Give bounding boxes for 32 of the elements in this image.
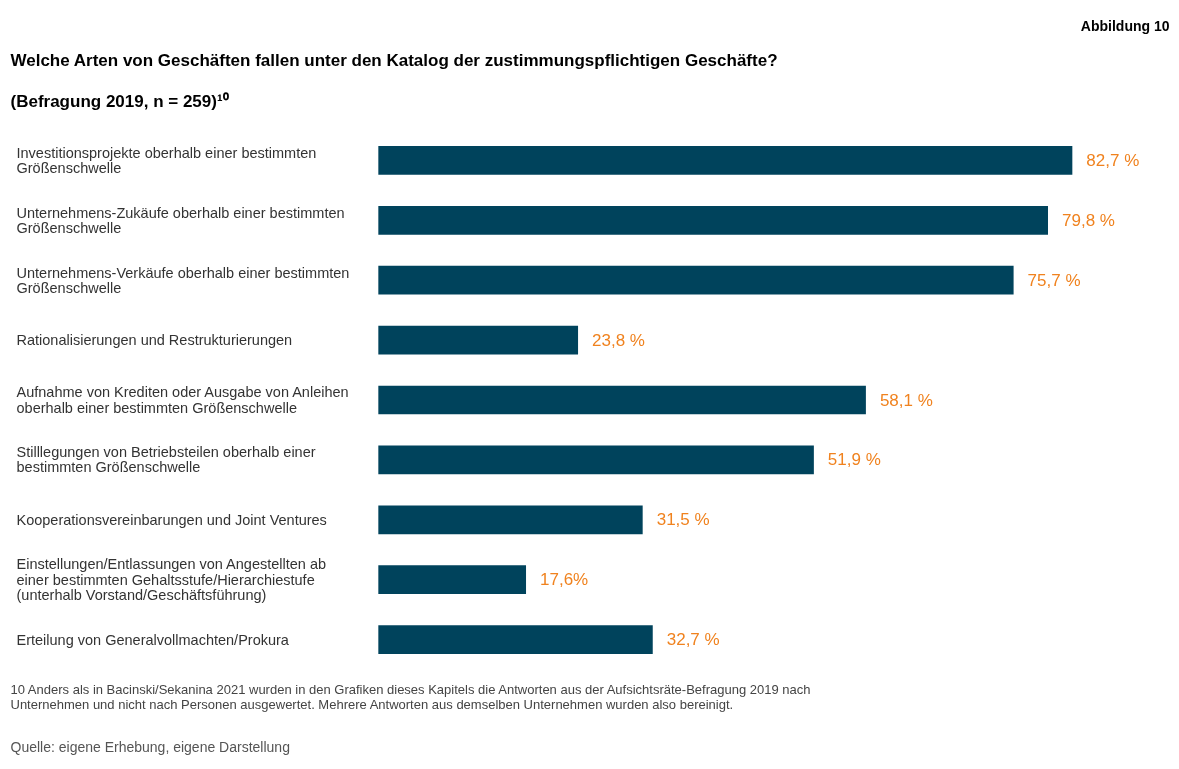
- y-tick-label: Investitionsprojekte oberhalb einer bestimmten Größenschwelle: [16, 144, 317, 177]
- chart-title: Welche Arten von Geschäften fallen unter den Katalog der zustimmungspflichtigen Geschäfte?: [10, 50, 778, 70]
- bar: [378, 265, 1014, 295]
- y-tick-label: Stilllegungen von Betriebsteilen oberhalb einer bestimmten Größenschwelle: [16, 444, 316, 476]
- text: 10 Anders als in Bacinski/Sekanina 2021 wurden in den Grafiken dieses Kapitels die Antworten aus der Aufsichtsräte-Befragung 2019 nach Unternehmen und nicht nach Personen ausgewertet. Mehrere Antworten aus demselben Unternehmen wurden also bereinigt.: [10, 681, 811, 712]
- data-label: 51,9 %: [827, 450, 881, 470]
- text: (Befragung 2019, n = 259)¹⁰: [10, 91, 229, 111]
- data-label: 32,7 %: [666, 630, 720, 650]
- bar: [378, 385, 866, 415]
- data-label: 17,6%: [540, 570, 589, 590]
- y-tick-label: Kooperationsvereinbarungen und Joint Ventures: [16, 511, 327, 528]
- y-tick-label: Aufnahme von Krediten oder Ausgabe von Anleihen oberhalb einer bestimmten Größenschwelle: [16, 384, 349, 416]
- bar: [378, 505, 643, 535]
- y-tick-label: Rationalisierungen und Restrukturierungen: [16, 332, 293, 349]
- data-label: 31,5 %: [656, 510, 710, 530]
- bar: [378, 445, 814, 475]
- y-tick-label: Unternehmens-Zukäufe oberhalb einer bestimmten Größenschwelle: [16, 204, 345, 236]
- bar: [378, 625, 653, 654]
- y-tick-label: Unternehmens-Verkäufe oberhalb einer bestimmten Größenschwelle: [16, 264, 350, 296]
- data-label: 75,7 %: [1027, 270, 1081, 290]
- y-tick-label: Erteilung von Generalvollmachten/Prokura: [16, 631, 290, 648]
- data-label: 79,8 %: [1062, 210, 1115, 230]
- data-label: 82,7 %: [1086, 150, 1140, 170]
- text: Abbildung 10: [1080, 17, 1170, 34]
- bar: [378, 325, 579, 355]
- source-note: Quelle: eigene Erhebung, eigene Darstellung: [10, 738, 290, 755]
- bar: [378, 146, 1073, 175]
- bar: [378, 205, 1048, 235]
- y-tick-label: Einstellungen/Entlassungen von Angestellten ab einer bestimmten Gehaltsstufe/Hierarchiestufe (unterhalb Vorstand/Geschäftsführung): [16, 556, 327, 603]
- data-label: 58,1 %: [879, 390, 933, 410]
- bar: [378, 565, 527, 595]
- data-label: 23,8 %: [592, 330, 645, 350]
